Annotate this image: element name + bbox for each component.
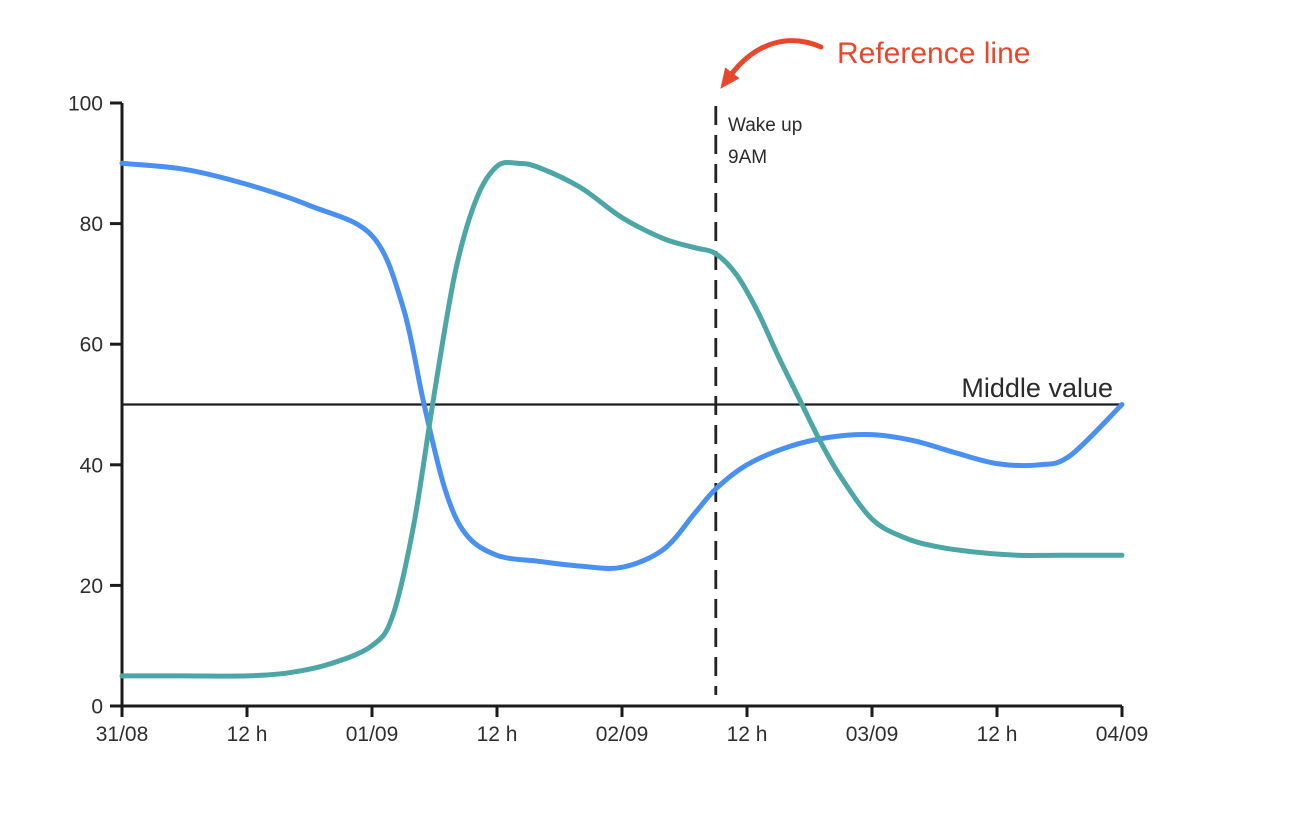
teal-series-line [119,159,1125,679]
reference-annotation-label: Reference line [837,37,1030,70]
x-tick-label: 03/09 [846,723,899,746]
x-tick-label: 12 h [727,723,768,746]
reference-annotation-arrow [720,38,824,89]
wakeup-label-line1: Wake up [728,115,802,136]
x-tick-label: 31/08 [96,723,149,746]
y-tick-label: 20 [80,575,103,598]
wakeup-label-line2: 9AM [728,147,767,168]
x-tick-label: 01/09 [346,723,399,746]
blue-series-line [119,160,1125,571]
x-tick-label: 12 h [477,723,518,746]
y-tick-label: 80 [80,213,103,236]
x-tick-label: 12 h [977,723,1018,746]
y-tick-label: 100 [68,93,103,116]
middle-value-label: Middle value [961,373,1113,403]
axes [120,103,1122,716]
y-axis-ticks: 0 20 40 60 80 100 [68,93,122,719]
y-tick-label: 60 [80,334,103,357]
x-tick-label: 02/09 [596,723,649,746]
x-tick-label: 04/09 [1096,723,1149,746]
x-tick-label: 12 h [227,723,268,746]
y-tick-label: 0 [91,696,103,719]
x-axis-ticks: 31/08 12 h 01/09 12 h 02/09 12 h 03/09 12 h 04/0… [96,706,1149,746]
y-tick-label: 40 [80,454,103,477]
